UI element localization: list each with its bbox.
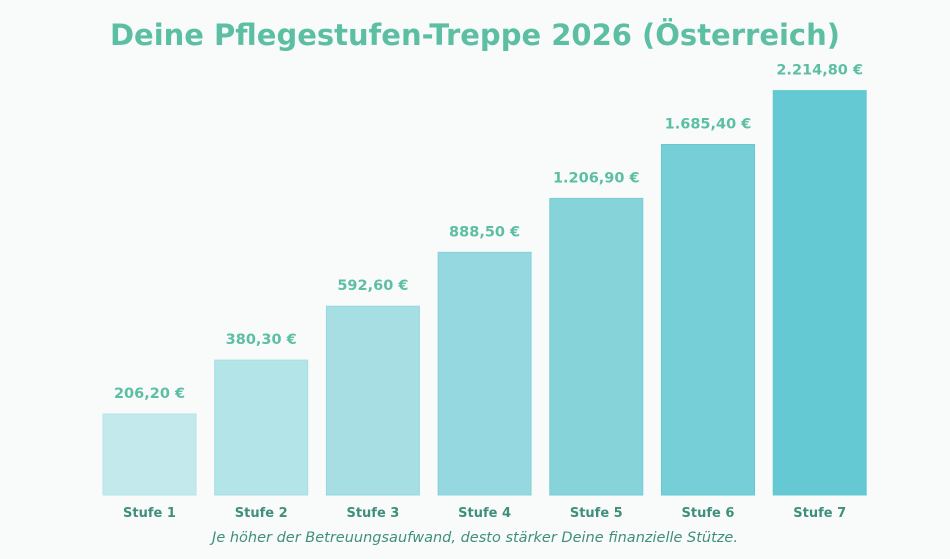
x-tick-label: Stufe 6 xyxy=(682,506,735,521)
bar-3 xyxy=(325,305,420,496)
data-label: 888,50 € xyxy=(449,224,520,240)
chart-subtitle: Je höher der Betreuungsaufwand, desto st… xyxy=(212,530,738,546)
bar-1 xyxy=(102,413,197,496)
bar-5 xyxy=(549,197,644,496)
bar-7 xyxy=(772,90,867,496)
data-label: 1.685,40 € xyxy=(665,117,752,133)
data-label: 592,60 € xyxy=(337,278,408,294)
data-label: 206,20 € xyxy=(114,386,185,402)
data-label: 380,30 € xyxy=(226,332,297,348)
x-tick-label: Stufe 2 xyxy=(235,506,288,521)
x-tick-label: Stufe 5 xyxy=(570,506,623,521)
x-tick-label: Stufe 3 xyxy=(346,506,399,521)
bar-4 xyxy=(437,251,532,496)
bar-2 xyxy=(214,359,309,496)
x-tick-label: Stufe 1 xyxy=(123,506,176,521)
data-label: 1.206,90 € xyxy=(553,170,640,186)
x-tick-label: Stufe 7 xyxy=(793,506,846,521)
bar-6 xyxy=(661,144,755,496)
x-tick-label: Stufe 4 xyxy=(458,506,511,521)
chart-title: Deine Pflegestufen-Treppe 2026 (Österrei… xyxy=(109,18,841,52)
data-label: 2.214,80 € xyxy=(776,63,863,79)
